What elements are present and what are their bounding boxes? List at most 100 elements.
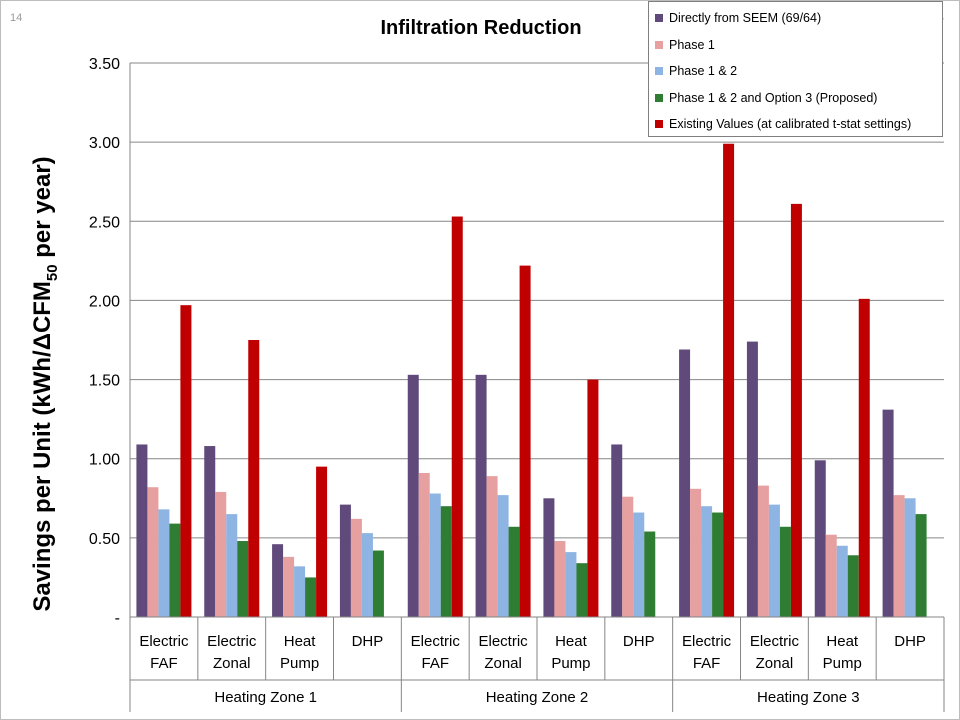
bar (215, 491, 227, 617)
bar (836, 545, 848, 617)
y-tick-label: 2.00 (89, 293, 120, 310)
bar (180, 305, 192, 617)
bar (147, 487, 159, 617)
legend-swatch (655, 67, 663, 76)
bar (701, 506, 713, 617)
legend-item: Directly from SEEM (69/64) (655, 5, 936, 32)
axes (129, 63, 945, 712)
bar (790, 203, 802, 618)
legend-label: Phase 1 (669, 37, 715, 52)
bar (226, 514, 238, 617)
x-tick-label: Heat Pump (551, 633, 590, 672)
bar (757, 485, 769, 617)
bar (915, 514, 927, 617)
bar (418, 472, 430, 617)
legend-item: Phase 1 & 2 and Option 3 (Proposed) (655, 85, 936, 112)
bar (825, 534, 837, 617)
bar (158, 509, 170, 617)
legend: Directly from SEEM (69/64) Phase 1 Phase 1… (648, 1, 943, 137)
x-tick-label: Electric FAF (682, 633, 732, 672)
bar (350, 518, 362, 617)
bar (723, 143, 735, 617)
chart-title: Infiltration Reduction (380, 17, 581, 39)
y-tick-label: 3.50 (89, 56, 120, 73)
y-tick-label: 2.50 (89, 214, 120, 231)
bar (904, 498, 916, 617)
legend-label: Phase 1 & 2 (669, 64, 738, 79)
x-tick-label: Heat Pump (280, 633, 319, 672)
x-tick-label: Electric Zonal (478, 633, 528, 672)
bar (361, 533, 373, 617)
bar (712, 512, 724, 617)
bar (136, 444, 148, 617)
y-tick-label: 3.00 (89, 135, 120, 152)
group-label: Heating Zone 2 (486, 689, 589, 706)
x-tick-labels: Electric FAF Electric Zonal Heat Pump DHP Elect… (139, 633, 926, 706)
group-label: Heating Zone 3 (757, 689, 860, 706)
x-tick-label: Heat Pump (823, 633, 862, 672)
y-axis-label-subscript: 50 (44, 264, 61, 281)
bars (136, 143, 927, 618)
bar (440, 506, 452, 617)
x-tick-label: Electric Zonal (207, 633, 257, 672)
legend-item: Existing Values (at calibrated t-stat se… (655, 111, 936, 138)
y-tick-labels: - 0.50 1.00 1.50 2.00 2.50 3.00 3.50 (89, 56, 120, 627)
legend-label: Existing Values (at calibrated t-stat se… (669, 117, 912, 132)
bar (893, 495, 905, 617)
bar (565, 552, 577, 617)
bar (283, 556, 295, 617)
x-tick-label: Electric FAF (139, 633, 189, 672)
x-tick-label: Electric Zonal (750, 633, 800, 672)
bar (204, 446, 216, 617)
y-axis-label-main: Savings per Unit (kWh/ΔCFM (29, 281, 56, 612)
bar (169, 523, 181, 617)
bar (633, 512, 645, 617)
bar (554, 541, 566, 617)
y-tick-label: 1.50 (89, 373, 120, 390)
bar (622, 496, 634, 617)
legend-label: Phase 1 & 2 and Option 3 (Proposed) (669, 90, 878, 105)
y-tick-label: 1.00 (89, 452, 120, 469)
bar (779, 526, 791, 617)
y-axis-label-suffix: per year) (29, 156, 56, 264)
bar (248, 340, 260, 617)
legend-item: Phase 1 & 2 (655, 58, 936, 85)
bar (372, 550, 384, 617)
y-axis-label: Savings per Unit (kWh/ΔCFM50 per year) (29, 156, 61, 611)
y-tick-label: 0.50 (89, 531, 120, 548)
bar (475, 374, 487, 617)
bar (858, 298, 870, 617)
bar (451, 216, 463, 617)
bar (486, 476, 498, 617)
x-tick-label: DHP (623, 633, 655, 650)
x-tick-label: Electric FAF (411, 633, 461, 672)
bar (294, 566, 306, 617)
legend-item: Phase 1 (655, 32, 936, 59)
legend-swatch (655, 14, 663, 23)
bar (305, 577, 317, 617)
bar (587, 379, 599, 617)
bar (497, 495, 509, 617)
legend-swatch (655, 120, 663, 129)
gridlines (130, 62, 944, 539)
legend-label: Directly from SEEM (69/64) (669, 11, 822, 26)
bar (272, 544, 284, 617)
bar (882, 409, 894, 617)
bar (407, 374, 419, 617)
y-tick-label: - (115, 610, 120, 627)
bar (611, 444, 623, 617)
bar (508, 526, 520, 617)
bar (429, 493, 441, 617)
bar (339, 504, 351, 617)
group-label: Heating Zone 1 (214, 689, 317, 706)
bar (679, 349, 691, 617)
legend-swatch (655, 93, 663, 102)
bar (768, 504, 780, 617)
bar (847, 555, 859, 617)
slide-number-left: 14 (10, 12, 23, 24)
bar (316, 466, 328, 617)
bar (644, 531, 656, 617)
bar (746, 341, 758, 617)
bar (519, 265, 531, 617)
